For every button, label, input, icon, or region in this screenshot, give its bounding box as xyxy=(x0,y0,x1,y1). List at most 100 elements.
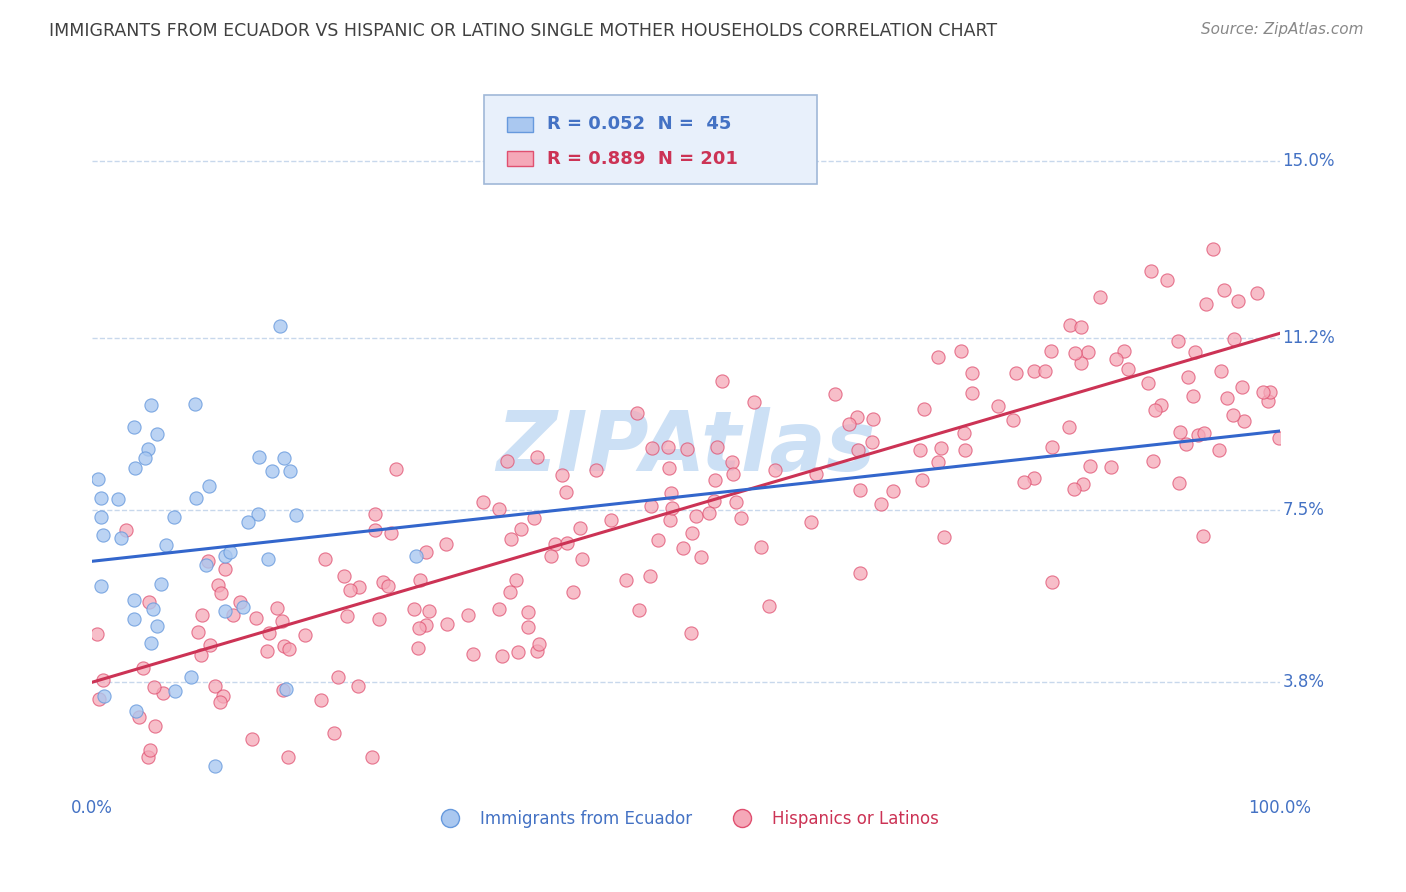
Point xyxy=(960,385,983,400)
Point xyxy=(527,637,550,651)
Point xyxy=(1063,483,1085,497)
Point xyxy=(744,395,766,409)
Point xyxy=(418,604,440,618)
Point xyxy=(838,417,860,432)
Point xyxy=(681,625,703,640)
Point xyxy=(110,531,132,545)
Point xyxy=(436,616,458,631)
Point xyxy=(190,648,212,662)
Point xyxy=(363,507,385,521)
Point xyxy=(1077,345,1099,359)
Point xyxy=(204,758,226,772)
Point xyxy=(506,645,529,659)
Point xyxy=(763,463,786,477)
Point xyxy=(138,595,160,609)
Point xyxy=(562,585,585,599)
Point xyxy=(544,537,567,551)
Point xyxy=(380,525,402,540)
Point xyxy=(90,510,112,524)
Point xyxy=(333,569,356,583)
Point xyxy=(184,397,207,411)
Point xyxy=(247,450,270,464)
Point xyxy=(703,493,725,508)
Point xyxy=(278,464,301,478)
Point xyxy=(505,574,527,588)
Point xyxy=(277,749,299,764)
Point xyxy=(569,521,592,535)
Point xyxy=(146,619,169,633)
Point xyxy=(1192,425,1215,440)
Point xyxy=(1168,475,1191,490)
Point xyxy=(1222,408,1244,422)
Point xyxy=(247,507,270,521)
Point xyxy=(180,670,202,684)
Point xyxy=(661,500,683,515)
Point xyxy=(724,495,747,509)
Point xyxy=(690,550,713,565)
Point xyxy=(222,607,245,622)
Point xyxy=(526,450,548,465)
Point xyxy=(461,647,484,661)
Point xyxy=(134,450,156,465)
Point xyxy=(197,554,219,568)
Point xyxy=(1078,458,1101,473)
Point xyxy=(1088,290,1111,304)
Point xyxy=(860,434,883,449)
Point xyxy=(496,454,519,468)
Point xyxy=(128,709,150,723)
Point xyxy=(721,455,744,469)
Point xyxy=(626,406,648,420)
Point xyxy=(214,562,236,576)
Point xyxy=(1002,413,1025,427)
Point xyxy=(139,743,162,757)
Point xyxy=(1167,334,1189,348)
Point xyxy=(1246,285,1268,300)
Point xyxy=(846,409,869,424)
Text: IMMIGRANTS FROM ECUADOR VS HISPANIC OR LATINO SINGLE MOTHER HOUSEHOLDS CORRELATI: IMMIGRANTS FROM ECUADOR VS HISPANIC OR L… xyxy=(49,22,997,40)
Point xyxy=(499,532,522,546)
Point xyxy=(368,612,391,626)
Point xyxy=(259,626,281,640)
Point xyxy=(191,607,214,622)
Point xyxy=(146,427,169,442)
Point xyxy=(142,680,165,694)
Point xyxy=(647,533,669,547)
Point xyxy=(488,502,510,516)
Point xyxy=(1233,414,1256,428)
Point xyxy=(1144,403,1167,417)
Point xyxy=(671,541,693,555)
Point xyxy=(285,508,308,522)
Point xyxy=(93,689,115,703)
Point xyxy=(1149,398,1171,412)
Point xyxy=(187,625,209,640)
Point xyxy=(163,509,186,524)
Point xyxy=(271,683,294,698)
Bar xyxy=(506,151,533,167)
Point xyxy=(1140,263,1163,277)
Point xyxy=(269,318,291,333)
Point xyxy=(415,617,437,632)
Point xyxy=(219,545,242,559)
Point xyxy=(143,718,166,732)
Point xyxy=(184,491,207,506)
Point xyxy=(638,569,661,583)
Point xyxy=(911,473,934,487)
Point xyxy=(1223,332,1246,346)
Point xyxy=(849,566,872,580)
Point xyxy=(699,506,721,520)
Point xyxy=(661,485,683,500)
Point xyxy=(346,679,368,693)
Point xyxy=(517,605,540,619)
Point xyxy=(706,440,728,454)
Point xyxy=(600,513,623,527)
Point xyxy=(685,509,707,524)
Point xyxy=(434,537,457,551)
Point xyxy=(415,544,437,558)
Point xyxy=(949,343,972,358)
Point xyxy=(730,510,752,524)
Point xyxy=(207,578,229,592)
Text: 3.8%: 3.8% xyxy=(1282,673,1324,691)
Point xyxy=(1040,441,1063,455)
Point xyxy=(406,640,429,655)
Point xyxy=(149,577,172,591)
